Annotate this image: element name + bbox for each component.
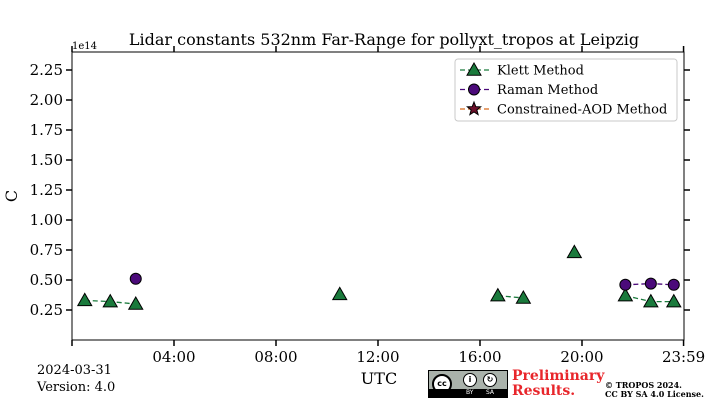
y-tick-label: 2.25: [30, 61, 63, 79]
cc-by-person-icon: i: [463, 373, 477, 387]
preliminary-line-1: Preliminary: [512, 368, 605, 384]
y-tick-label: 2.00: [30, 91, 63, 109]
x-tick-label: 12:00: [356, 348, 399, 366]
cc-share-alike-icon: ↻: [483, 373, 497, 387]
footer-version: Version: 4.0: [37, 380, 116, 395]
y-tick-label: 1.00: [30, 211, 63, 229]
legend-marker-star: [466, 100, 482, 116]
x-tick-label: 20:00: [560, 348, 603, 366]
data-point-triangle: [566, 244, 583, 259]
data-point-triangle: [331, 286, 348, 301]
copyright-line-2: CC BY SA 4.0 License.: [605, 389, 704, 399]
data-point-triangle: [642, 293, 659, 308]
cc-by-label: BY: [466, 389, 474, 396]
legend-marker-triangle: [466, 61, 482, 76]
data-point-triangle: [127, 295, 144, 310]
y-axis-label: C: [2, 190, 21, 202]
footer-date: 2024-03-31: [37, 363, 112, 378]
data-point-circle: [644, 277, 657, 290]
y-tick-label: 1.75: [30, 121, 63, 139]
preliminary-line-2: Results.: [512, 383, 576, 399]
legend-marker-circle: [468, 83, 480, 96]
data-point-triangle: [515, 289, 532, 304]
preliminary-results-notice: Preliminary Results.: [512, 369, 604, 399]
data-point-triangle: [665, 293, 682, 308]
data-point-circle: [667, 278, 680, 291]
x-axis-label: UTC: [361, 369, 397, 388]
data-point-triangle: [76, 292, 93, 307]
data-point-triangle: [489, 287, 506, 302]
data-point-triangle: [617, 287, 634, 302]
cc-license-badge: cc i ↻ BY SA: [428, 370, 508, 398]
y-tick-label: 0.75: [30, 241, 63, 259]
x-tick-label: 08:00: [254, 348, 297, 366]
x-tick-label: 23:59: [662, 348, 705, 366]
legend-label: Raman Method: [497, 83, 598, 98]
y-tick-label: 0.25: [30, 301, 63, 319]
x-tick-label: 16:00: [458, 348, 501, 366]
y-axis-multiplier: 1e14: [72, 41, 97, 52]
y-tick-label: 1.50: [30, 151, 63, 169]
x-tick-label: 04:00: [152, 348, 195, 366]
copyright-notice: © TROPOS 2024. CC BY SA 4.0 License.: [605, 381, 704, 399]
legend-label: Klett Method: [497, 64, 584, 79]
chart-title: Lidar constants 532nm Far-Range for poll…: [129, 30, 639, 49]
data-point-circle: [619, 278, 632, 291]
legend-label: Constrained-AOD Method: [497, 103, 667, 118]
data-point-circle: [129, 272, 142, 285]
cc-sa-label: SA: [486, 389, 495, 396]
y-tick-label: 1.25: [30, 181, 63, 199]
cc-license-strip: BY SA: [429, 389, 507, 397]
copyright-line-1: © TROPOS 2024.: [605, 380, 682, 390]
y-tick-label: 0.50: [30, 271, 63, 289]
legend-box: [454, 58, 678, 122]
data-point-triangle: [102, 293, 119, 308]
